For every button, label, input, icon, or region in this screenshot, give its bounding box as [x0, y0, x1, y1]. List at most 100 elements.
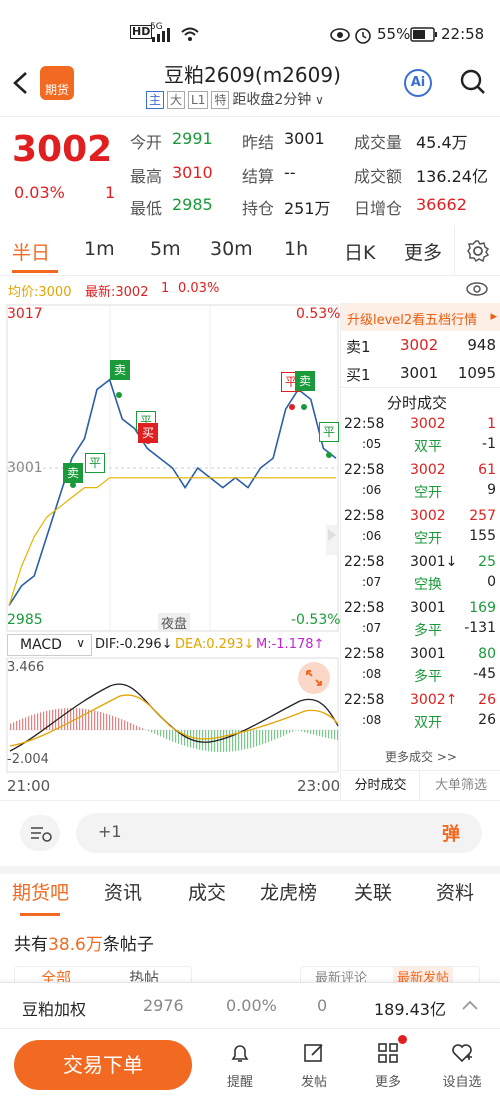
macd-bar: [262, 730, 264, 745]
status-bar: HD 5G 55% 22:58: [0, 0, 500, 58]
grid-icon: [378, 1043, 398, 1063]
remind-label: 提醒: [226, 1075, 253, 1090]
trade-type: 空开: [414, 531, 442, 547]
tab-period[interactable]: 日K: [344, 242, 376, 264]
nav-post[interactable]: 发帖: [286, 1039, 342, 1095]
level2-promo[interactable]: 升级level2看五档行情 ▸: [341, 303, 500, 331]
sell-marker[interactable]: 卖: [295, 371, 315, 391]
trade-price: 3001: [410, 600, 446, 616]
nav-favorite[interactable]: 设自选: [434, 1039, 490, 1095]
post-count-prefix: 共有: [14, 935, 48, 955]
bottom-bar: 交易下单 提醒 发帖 更多 设自选: [0, 1028, 500, 1100]
expand-icon[interactable]: [298, 662, 330, 694]
chart-canvas: [6, 304, 339, 632]
quote-label: 成交量: [354, 133, 403, 152]
chevron-down-icon[interactable]: ∨: [311, 93, 324, 107]
macd-bar: [319, 730, 321, 737]
ai-button[interactable]: Ai: [404, 69, 432, 97]
quote-label: 昨结: [242, 133, 275, 152]
eye-status-icon: [330, 28, 350, 42]
macd-bar: [82, 708, 84, 730]
danmu-toggle[interactable]: [20, 815, 60, 851]
sell-marker[interactable]: 卖: [110, 360, 130, 380]
tab-time-trades[interactable]: 分时成交: [342, 771, 420, 801]
macd-m: M:-1.178↑: [256, 637, 325, 652]
y-mid-label: 3001: [7, 460, 43, 476]
more-trades-link[interactable]: 更多成交 >>: [385, 750, 457, 764]
macd-bar: [136, 725, 138, 730]
page-title[interactable]: 豆粕2609(m2609): [164, 63, 341, 87]
intraday-chart[interactable]: 3017 2985 3001 0.53% -0.53% 夜盘 卖 平 卖 平 买…: [0, 303, 341, 633]
macd-bar: [70, 708, 72, 730]
section-tab[interactable]: 龙虎榜: [260, 882, 318, 904]
quote-value: 3001: [284, 129, 325, 148]
macd-bar: [40, 712, 42, 730]
tab-period[interactable]: 1h: [284, 238, 309, 260]
clock: 22:58: [441, 25, 485, 43]
trade-t1: 22:58: [344, 600, 385, 616]
section-tab[interactable]: 期货吧: [12, 882, 70, 904]
macd-bar: [202, 730, 204, 751]
macd-bar: [250, 730, 252, 748]
macd-bar: [94, 710, 96, 730]
quote-value: 251万: [284, 199, 331, 218]
nav-remind[interactable]: 提醒: [212, 1039, 268, 1095]
tab-period[interactable]: 半日: [12, 242, 51, 264]
gear-icon[interactable]: [466, 239, 490, 263]
tab-period[interactable]: 5m: [150, 238, 181, 260]
danmu-icon[interactable]: 弹: [442, 824, 460, 845]
search-icon[interactable]: [459, 68, 487, 98]
macd-bar: [178, 730, 180, 744]
quote-value: 3010: [172, 163, 213, 182]
tab-period[interactable]: 更多: [404, 242, 443, 264]
macd-bottom-label: -2.004: [7, 752, 49, 767]
macd-bar: [310, 730, 312, 734]
ask1-volume: 948: [467, 336, 496, 354]
macd-bar: [274, 730, 276, 740]
trade-vol: 169: [469, 600, 496, 616]
section-tab[interactable]: 关联: [354, 882, 393, 904]
macd-bar: [286, 730, 288, 735]
related-pct: 0.00%: [226, 996, 277, 1015]
close-marker[interactable]: 平: [319, 422, 339, 442]
close-countdown[interactable]: 距收盘2分钟: [232, 92, 312, 108]
macd-bar: [64, 708, 66, 730]
indicator-select[interactable]: MACD ∨: [7, 634, 92, 656]
trade-t2: :06: [362, 483, 382, 497]
macd-bar: [88, 709, 90, 730]
eye-icon[interactable]: [466, 281, 488, 297]
macd-bar: [91, 709, 93, 730]
tab-large-orders[interactable]: 大单筛选: [434, 778, 487, 793]
nav-more[interactable]: 更多: [360, 1035, 416, 1095]
buy-marker[interactable]: 买: [138, 423, 158, 443]
trade-vol: 257: [469, 508, 496, 524]
macd-bar: [154, 730, 156, 734]
chevron-left-icon[interactable]: [10, 70, 32, 96]
section-tab[interactable]: 资讯: [104, 882, 143, 904]
macd-bar: [97, 711, 99, 730]
trade-vol: 25: [478, 554, 496, 570]
post-count-value: 38.6万: [48, 935, 103, 955]
pct-max-label: 0.53%: [296, 306, 341, 322]
tab-period[interactable]: 1m: [84, 238, 115, 260]
macd-bar: [196, 730, 198, 750]
latest-change: 1: [161, 281, 170, 296]
sell-marker[interactable]: 卖: [63, 463, 83, 483]
tab-period[interactable]: 30m: [210, 238, 253, 260]
close-marker[interactable]: 平: [85, 453, 105, 473]
quote-label: 日增仓: [354, 199, 403, 218]
macd-bar: [46, 710, 48, 730]
chevron-up-icon[interactable]: [461, 999, 479, 1011]
macd-bar: [241, 730, 243, 751]
tag-main: 主: [146, 91, 165, 109]
macd-bar: [313, 730, 315, 735]
macd-bar: [208, 730, 210, 752]
tag-l1: L1: [188, 91, 209, 109]
section-tab[interactable]: 资料: [436, 882, 475, 904]
related-quote-bar[interactable]: 豆粕加权 2976 0.00% 0 189.43亿: [0, 982, 500, 1028]
trade-order-button[interactable]: 交易下单: [14, 1040, 192, 1090]
macd-bar: [280, 730, 282, 738]
wifi-icon: [181, 27, 199, 41]
comment-input[interactable]: +1 弹: [76, 813, 482, 853]
section-tab[interactable]: 成交: [188, 882, 227, 904]
